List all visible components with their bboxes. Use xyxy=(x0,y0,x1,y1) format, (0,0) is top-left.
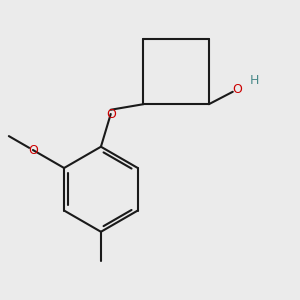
Text: H: H xyxy=(250,74,260,87)
Text: O: O xyxy=(106,107,116,121)
Text: O: O xyxy=(232,83,242,96)
Text: O: O xyxy=(28,143,38,157)
